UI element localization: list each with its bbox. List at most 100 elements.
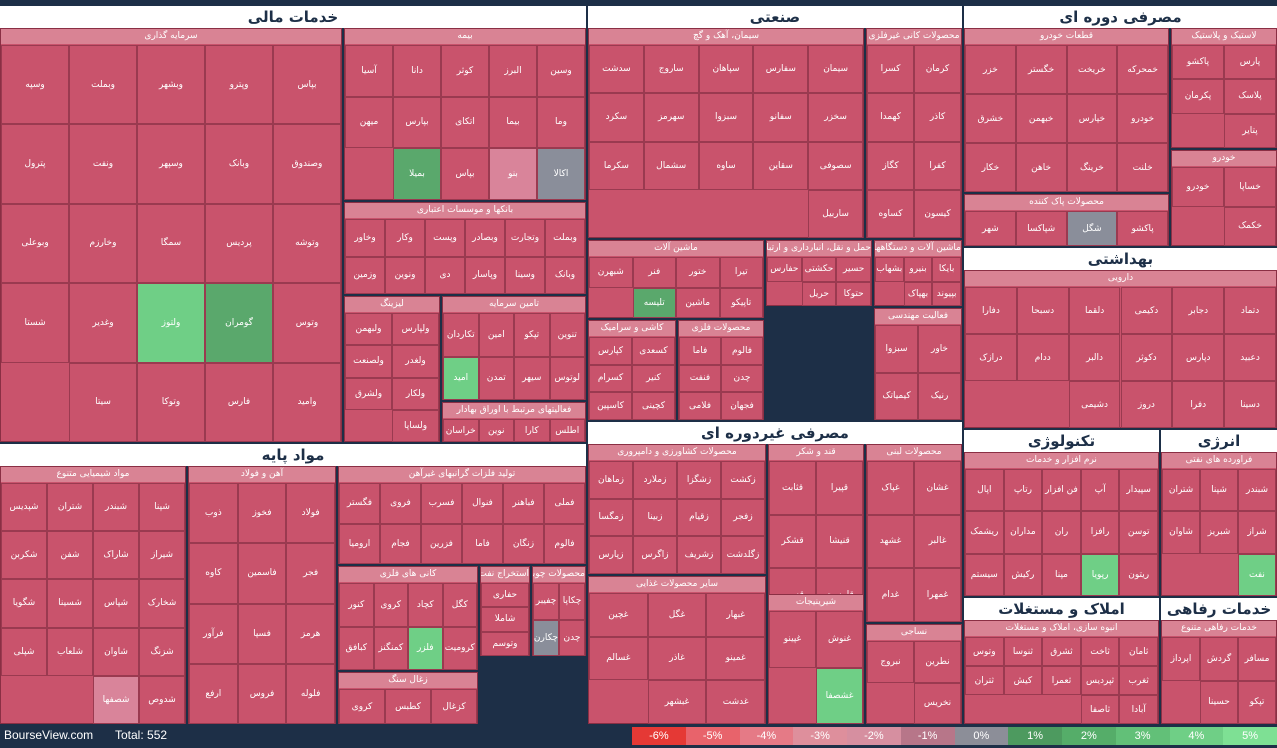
industry-group-title[interactable]: قطعات خودرو — [965, 29, 1168, 44]
industry-group-title[interactable]: انبوه سازی، املاک و مستغلات — [965, 621, 1158, 636]
stock-tile[interactable]: نبروج — [867, 641, 914, 683]
industry-group-title[interactable]: محصولات کانی غیرفلزی — [867, 29, 961, 44]
stock-tile[interactable]: شیراز — [139, 531, 185, 580]
stock-tile[interactable]: ولپارس — [392, 313, 439, 346]
stock-tile[interactable]: دی — [425, 256, 465, 294]
stock-tile[interactable]: بپارس — [393, 96, 441, 149]
stock-tile[interactable]: ولساپا — [392, 409, 439, 442]
sector-title[interactable]: خدمات رفاهی — [1161, 598, 1277, 620]
stock-tile[interactable]: کروی — [373, 583, 408, 627]
stock-tile[interactable]: سصوفی — [808, 141, 863, 190]
stock-tile[interactable]: شبریز — [1200, 511, 1238, 554]
stock-tile[interactable]: شاوان — [93, 627, 139, 676]
stock-tile[interactable]: کنیر — [632, 364, 675, 393]
stock-tile[interactable]: سبزوا — [875, 325, 918, 373]
stock-tile[interactable]: چکاپا — [559, 583, 585, 620]
stock-tile[interactable]: شسینا — [47, 579, 93, 628]
stock-tile[interactable]: ولتوز — [137, 283, 205, 363]
stock-tile[interactable]: زمگسا — [589, 498, 633, 537]
stock-tile[interactable]: خکمک — [1224, 206, 1276, 246]
stock-tile[interactable]: وما — [537, 96, 585, 149]
stock-tile[interactable]: دالبر — [1068, 334, 1121, 381]
stock-tile[interactable]: حفاری — [481, 583, 529, 608]
stock-tile[interactable]: کبافق — [339, 626, 374, 670]
stock-tile[interactable]: وبانک — [545, 256, 585, 294]
industry-group-title[interactable]: خدمات رفاهی متنوع — [1162, 621, 1276, 636]
stock-tile[interactable]: رنیک — [918, 372, 961, 420]
industry-group-title[interactable]: تولید فلزات گرانبهای غیرآهن — [339, 467, 585, 482]
stock-tile[interactable]: امید — [443, 356, 479, 400]
stock-tile[interactable]: تپکو — [514, 313, 550, 357]
stock-tile[interactable]: شفن — [47, 531, 93, 580]
stock-tile[interactable]: ثتران — [965, 666, 1004, 695]
stock-tile[interactable]: غبشهر — [647, 680, 707, 724]
stock-tile[interactable]: غنوش — [816, 611, 863, 668]
stock-tile[interactable]: شگویا — [1, 579, 47, 628]
stock-tile[interactable]: دسینا — [1224, 381, 1276, 428]
stock-tile[interactable]: فنوال — [462, 483, 503, 524]
stock-tile[interactable]: فن افزار — [1042, 469, 1081, 512]
stock-tile[interactable]: غالبر — [914, 514, 961, 569]
stock-tile[interactable]: کرمان — [914, 45, 961, 94]
stock-tile[interactable]: شپلی — [1, 627, 47, 676]
stock-tile[interactable]: فگستر — [339, 483, 380, 524]
stock-tile[interactable]: لوتوس — [549, 356, 585, 400]
stock-tile[interactable]: وبشهر — [137, 45, 205, 125]
stock-tile[interactable]: شدوص — [139, 675, 185, 724]
stock-tile[interactable]: وتوس — [965, 637, 1004, 666]
stock-tile[interactable]: بهپاک — [903, 281, 933, 306]
stock-tile[interactable]: کاسپین — [589, 392, 632, 420]
stock-tile[interactable]: سپاهان — [698, 45, 754, 94]
stock-tile[interactable]: وبصادر — [465, 219, 505, 257]
stock-tile[interactable]: سکرما — [589, 141, 644, 190]
stock-tile[interactable]: خکار — [965, 143, 1016, 192]
stock-tile[interactable]: زنگان — [503, 523, 544, 564]
stock-tile[interactable]: زشریف — [677, 536, 721, 574]
stock-tile[interactable]: شزنگ — [139, 627, 185, 676]
stock-tile[interactable]: شستا — [1, 283, 69, 363]
stock-tile[interactable]: فالوم — [544, 523, 585, 564]
stock-tile[interactable]: وپست — [425, 219, 465, 257]
stock-tile[interactable]: ریتون — [1119, 553, 1158, 596]
stock-tile[interactable]: خشرق — [965, 94, 1016, 143]
stock-tile[interactable]: ثنوسا — [1003, 637, 1043, 666]
industry-group-title[interactable]: فعالیت مهندسی — [875, 309, 961, 324]
industry-group-title[interactable]: مواد شیمیایی متنوع — [1, 467, 185, 482]
industry-group-title[interactable]: زغال سنگ — [339, 673, 477, 688]
stock-tile[interactable]: پاکشو — [1172, 45, 1224, 80]
stock-tile[interactable]: ثشرق — [1042, 637, 1081, 666]
stock-tile[interactable]: دکوثر — [1120, 334, 1173, 381]
stock-tile[interactable]: سفانو — [753, 93, 809, 142]
industry-group-title[interactable]: کاشی و سرامیک — [589, 321, 675, 336]
sector-title[interactable]: صنعتی — [588, 6, 962, 28]
stock-tile[interactable]: آپ — [1080, 469, 1120, 512]
stock-tile[interactable]: آسیا — [345, 45, 393, 97]
stock-tile[interactable]: غشهد — [867, 514, 914, 569]
stock-tile[interactable]: کارا — [514, 419, 550, 442]
stock-tile[interactable]: کفرا — [914, 141, 961, 190]
stock-tile[interactable]: تلیسه — [632, 287, 676, 318]
industry-group-title[interactable]: محصولات چوبی — [533, 567, 585, 582]
stock-tile[interactable]: کروی — [339, 689, 385, 724]
stock-tile[interactable]: فاما — [462, 523, 503, 564]
stock-tile[interactable]: ران — [1042, 511, 1081, 554]
stock-tile[interactable]: بپاس — [441, 148, 489, 200]
stock-tile[interactable]: دتماد — [1224, 287, 1276, 334]
stock-tile[interactable]: اپال — [965, 469, 1004, 512]
stock-tile[interactable]: فباهنر — [503, 483, 544, 524]
stock-tile[interactable]: زگلدشت — [721, 536, 765, 574]
stock-tile[interactable]: شپدیس — [1, 483, 47, 532]
stock-tile[interactable]: رپویا — [1080, 553, 1120, 596]
stock-tile[interactable]: ساربیل — [808, 189, 863, 238]
stock-tile[interactable]: غپاک — [867, 461, 914, 515]
stock-tile[interactable]: غبهار — [706, 593, 765, 637]
industry-group-title[interactable]: فراورده های نفتی — [1162, 453, 1276, 468]
sector-title[interactable]: تکنولوژی — [964, 430, 1159, 452]
stock-tile[interactable]: وتوس — [273, 283, 341, 363]
stock-tile[interactable]: ماشین — [676, 287, 720, 318]
stock-tile[interactable]: حسیر — [836, 257, 871, 282]
stock-tile[interactable]: شراز — [1238, 511, 1276, 554]
stock-tile[interactable]: نطرین — [914, 641, 961, 683]
stock-tile[interactable]: آبادا — [1119, 695, 1158, 724]
stock-tile[interactable]: کچینی — [632, 392, 675, 420]
